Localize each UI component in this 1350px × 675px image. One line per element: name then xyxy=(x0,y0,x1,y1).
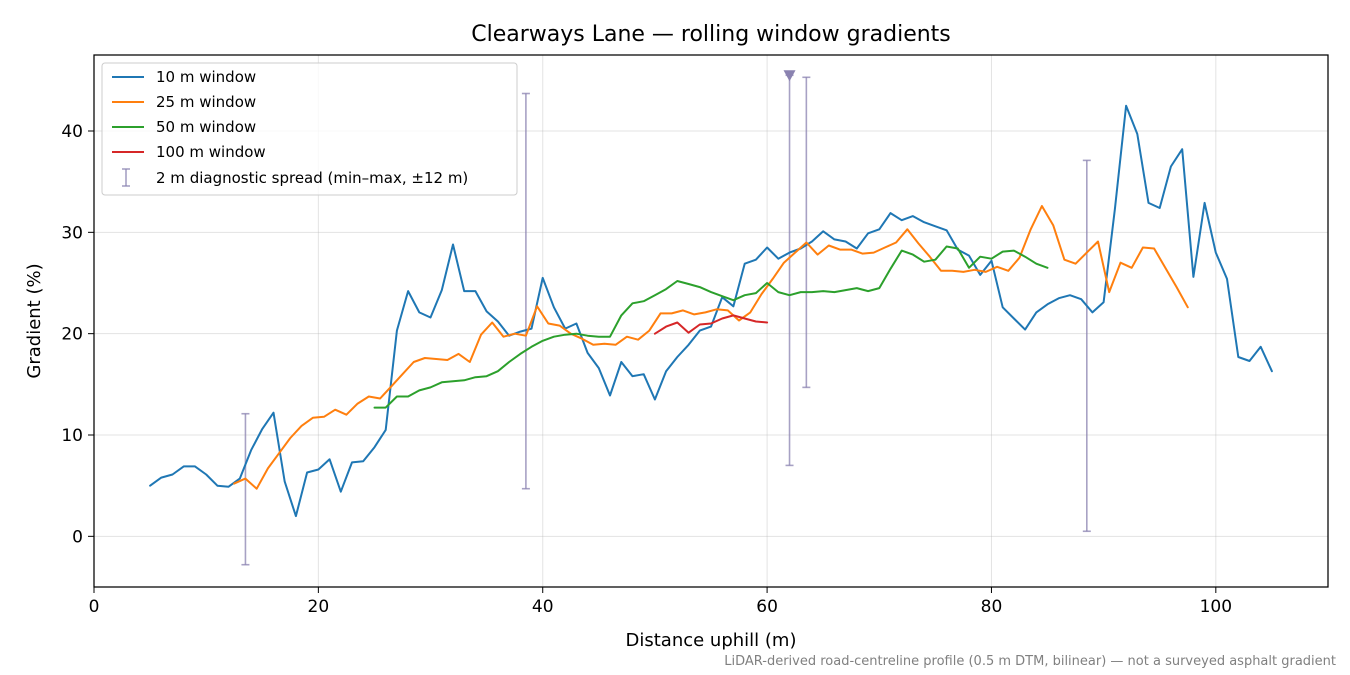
markers xyxy=(783,70,796,82)
x-tick-label: 60 xyxy=(756,597,778,617)
legend-box xyxy=(101,62,518,196)
error-bar xyxy=(1082,159,1091,533)
series-lines xyxy=(149,104,1273,518)
series-line-50-m-window xyxy=(373,245,1049,409)
series-line-10-m-window xyxy=(149,104,1273,518)
legend-label-10m: 10 m window xyxy=(156,68,256,86)
legend-label-100m: 100 m window xyxy=(156,143,266,161)
legend-label-25m: 25 m window xyxy=(156,93,256,111)
footnote: LiDAR-derived road-centreline profile (0… xyxy=(724,654,1336,669)
y-axis-label: Gradient (%) xyxy=(24,263,45,378)
legend-label-errorbar: 2 m diagnostic spread (min–max, ±12 m) xyxy=(156,169,468,187)
series-line-25-m-window xyxy=(233,205,1189,490)
x-tick-label: 0 xyxy=(89,597,100,617)
y-tick-label: 40 xyxy=(61,122,83,142)
x-axis-label: Distance uphill (m) xyxy=(626,630,797,651)
y-tick-label: 10 xyxy=(61,426,83,446)
chart-title: Clearways Lane — rolling window gradient… xyxy=(471,22,951,47)
y-tick-label: 0 xyxy=(72,527,83,547)
triangle-marker xyxy=(783,70,796,82)
error-bar xyxy=(802,76,811,389)
series-line-100-m-window xyxy=(653,314,769,335)
x-tick-label: 20 xyxy=(308,597,330,617)
axis-ticks: 0 20 40 60 80 100 0 10 20 30 40 xyxy=(61,122,1232,617)
x-tick-label: 80 xyxy=(981,597,1003,617)
legend-label-50m: 50 m window xyxy=(156,118,256,136)
x-tick-label: 100 xyxy=(1200,597,1232,617)
legend-swatch-errorbar xyxy=(122,168,130,187)
error-bar xyxy=(785,74,794,467)
error-bar xyxy=(241,412,250,566)
error-bar xyxy=(521,92,530,490)
y-tick-label: 20 xyxy=(61,325,83,345)
plot-frame xyxy=(93,54,1329,588)
legend: 10 m window 25 m window 50 m window 100 … xyxy=(101,62,518,196)
x-tick-label: 40 xyxy=(532,597,554,617)
y-tick-label: 30 xyxy=(61,223,83,243)
error-bars xyxy=(241,74,1091,566)
